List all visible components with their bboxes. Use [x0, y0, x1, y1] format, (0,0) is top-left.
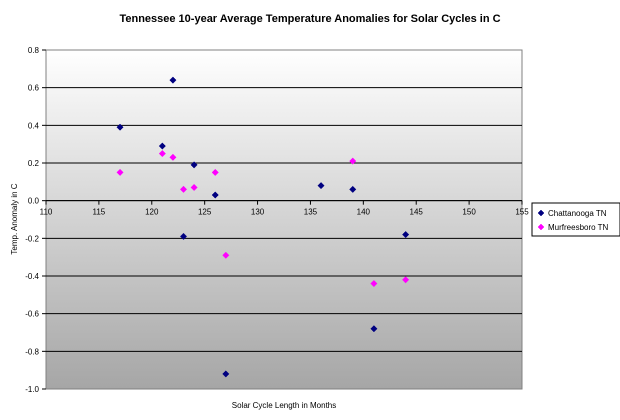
- legend: Chattanooga TN Murfreesboro TN: [531, 202, 620, 237]
- x-axis-label: Solar Cycle Length in Months: [232, 401, 337, 410]
- y-tick-label: -0.4: [25, 272, 39, 281]
- murfreesboro-point: [402, 276, 410, 284]
- legend-marker: [537, 223, 545, 231]
- chattanooga-point: [211, 191, 219, 199]
- x-tick-label: 140: [357, 208, 371, 217]
- y-tick-label: -0.2: [25, 234, 39, 243]
- y-tick-label: -1.0: [25, 385, 39, 394]
- chattanooga-point: [402, 231, 410, 239]
- legend-items: Chattanooga TN Murfreesboro TN: [537, 209, 609, 232]
- y-tick-label: 0.0: [28, 197, 40, 206]
- murfreesboro-point: [179, 185, 188, 193]
- x-tick-label: 145: [410, 208, 424, 217]
- x-tick-label: 120: [145, 208, 159, 217]
- x-tick-label: 115: [93, 208, 106, 217]
- chattanooga-point: [190, 161, 198, 169]
- x-tick-label: 135: [304, 208, 318, 217]
- murfreesboro-point: [169, 153, 177, 161]
- y-tick-label: 0.4: [28, 121, 40, 130]
- x-tick-labels: 110 115 120 125 130 135 140 145 150 155: [40, 200, 529, 217]
- murfreesboro-point: [158, 150, 166, 158]
- x-tick-label: 110: [40, 208, 53, 217]
- chattanooga-point: [370, 325, 378, 333]
- murfreesboro-point: [190, 183, 198, 192]
- y-tick-labels: 0.8 0.6 0.4 0.2 0.0 -0.2 -0.4 -0.6 -0.8 -1.0: [25, 46, 46, 394]
- chart-title: Tennessee 10-year Average Temperature An…: [119, 13, 500, 25]
- legend-label: Chattanooga TN: [548, 209, 607, 218]
- x-tick-label: 155: [515, 208, 529, 217]
- chattanooga-point: [158, 142, 166, 150]
- x-tick-label: 130: [251, 208, 265, 217]
- y-tick-label: -0.8: [25, 347, 39, 356]
- chattanooga-point: [179, 232, 188, 241]
- x-tick-label: 150: [462, 208, 476, 217]
- plot-area: [45, 49, 523, 390]
- y-tick-label: 0.8: [28, 46, 40, 55]
- murfreesboro-point: [349, 157, 357, 165]
- legend-marker: [537, 209, 545, 217]
- chattanooga-point: [169, 76, 177, 84]
- murfreesboro-point: [370, 279, 378, 288]
- chattanooga-point: [317, 182, 325, 190]
- murfreesboro-point: [222, 251, 230, 259]
- murfreesboro-point: [116, 168, 124, 176]
- y-axis-label: Temp. Anomaly in C: [10, 183, 19, 254]
- legend-box: [531, 202, 620, 237]
- data-markers: [116, 76, 410, 378]
- y-tick-label: 0.2: [28, 159, 40, 168]
- chattanooga-point: [222, 370, 230, 378]
- x-tick-label: 125: [198, 208, 212, 217]
- y-tick-label: 0.6: [28, 84, 40, 93]
- chattanooga-point: [349, 185, 357, 193]
- chattanooga-point: [116, 123, 124, 131]
- murfreesboro-point: [211, 168, 219, 176]
- legend-label: Murfreesboro TN: [548, 223, 609, 232]
- y-tick-label: -0.6: [25, 310, 39, 319]
